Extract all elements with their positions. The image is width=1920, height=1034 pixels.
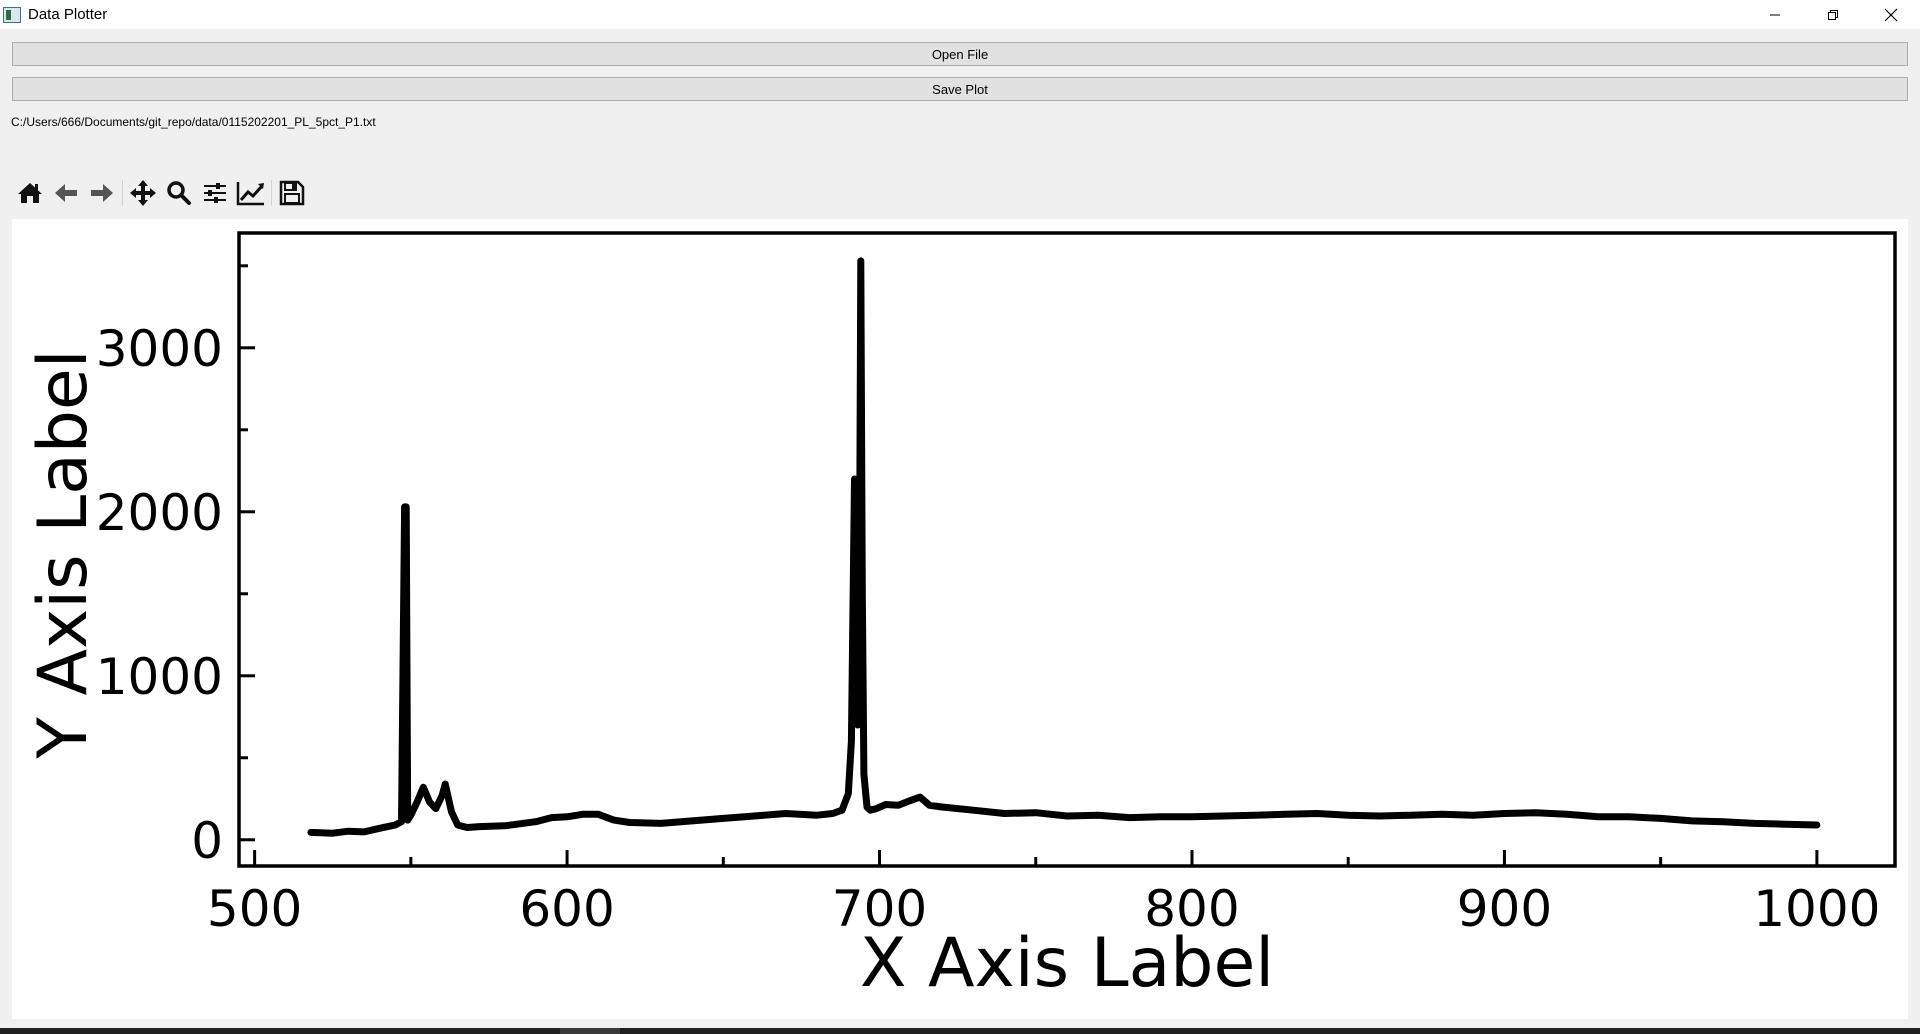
y-tick-label: 2000	[96, 484, 223, 542]
x-axis-label: X Axis Label	[860, 924, 1274, 1003]
taskbar-thumb	[560, 1028, 620, 1034]
save-plot-button[interactable]: Save Plot	[12, 77, 1908, 101]
save-icon	[279, 180, 305, 206]
y-axis-label: Y Axis Label	[24, 349, 103, 759]
window-title: Data Plotter	[28, 6, 108, 23]
taskbar-strip	[0, 1028, 1920, 1034]
configure-subplots-icon	[204, 183, 226, 203]
x-tick-label: 1000	[1753, 880, 1880, 938]
plot-toolbar	[12, 176, 310, 210]
x-tick-label: 700	[832, 880, 927, 938]
home-button[interactable]	[12, 176, 48, 210]
edit-axis-button[interactable]	[233, 176, 269, 210]
forward-button[interactable]	[84, 176, 120, 210]
x-tick-label: 800	[1144, 880, 1239, 938]
back-icon	[55, 184, 77, 202]
y-tick-label: 1000	[96, 648, 223, 706]
app-icon	[3, 6, 21, 23]
series-line	[307, 257, 1821, 837]
x-tick-label: 600	[519, 880, 614, 938]
window-controls	[1746, 0, 1920, 29]
x-axis: 500 600 700 800 900 1000	[207, 850, 1881, 938]
save-figure-button[interactable]	[274, 176, 310, 210]
toolbar-separator	[122, 180, 123, 206]
toolbar-separator	[271, 180, 272, 206]
restore-icon	[1828, 9, 1838, 20]
title-bar: Data Plotter	[0, 0, 1920, 29]
close-icon	[1884, 8, 1898, 21]
y-tick-label: 3000	[96, 320, 223, 378]
plot-frame	[237, 231, 1897, 868]
minimize-icon	[1770, 14, 1780, 15]
close-button[interactable]	[1862, 0, 1920, 29]
restore-button[interactable]	[1804, 0, 1862, 29]
pan-button[interactable]	[125, 176, 161, 210]
open-file-button[interactable]: Open File	[12, 42, 1908, 66]
zoom-button[interactable]	[161, 176, 197, 210]
pan-icon	[130, 180, 156, 206]
line-chart: 0 1000 2000 3000 500 600 700 800 900 1000 X Axis…	[24, 231, 1897, 1003]
zoom-icon	[167, 181, 191, 205]
minimize-button[interactable]	[1746, 0, 1804, 29]
plot-canvas[interactable]: 0 1000 2000 3000 500 600 700 800 900 1000 X Axis…	[12, 219, 1908, 1019]
x-tick-label: 500	[207, 880, 302, 938]
home-icon	[18, 183, 42, 203]
forward-icon	[91, 184, 113, 202]
configure-subplots-button[interactable]	[197, 176, 233, 210]
edit-axis-icon	[236, 182, 264, 206]
back-button[interactable]	[48, 176, 84, 210]
y-tick-label: 0	[191, 812, 223, 870]
file-path-label: C:/Users/666/Documents/git_repo/data/011…	[11, 115, 376, 129]
y-axis: 0 1000 2000 3000	[96, 264, 255, 870]
x-tick-label: 900	[1457, 880, 1552, 938]
